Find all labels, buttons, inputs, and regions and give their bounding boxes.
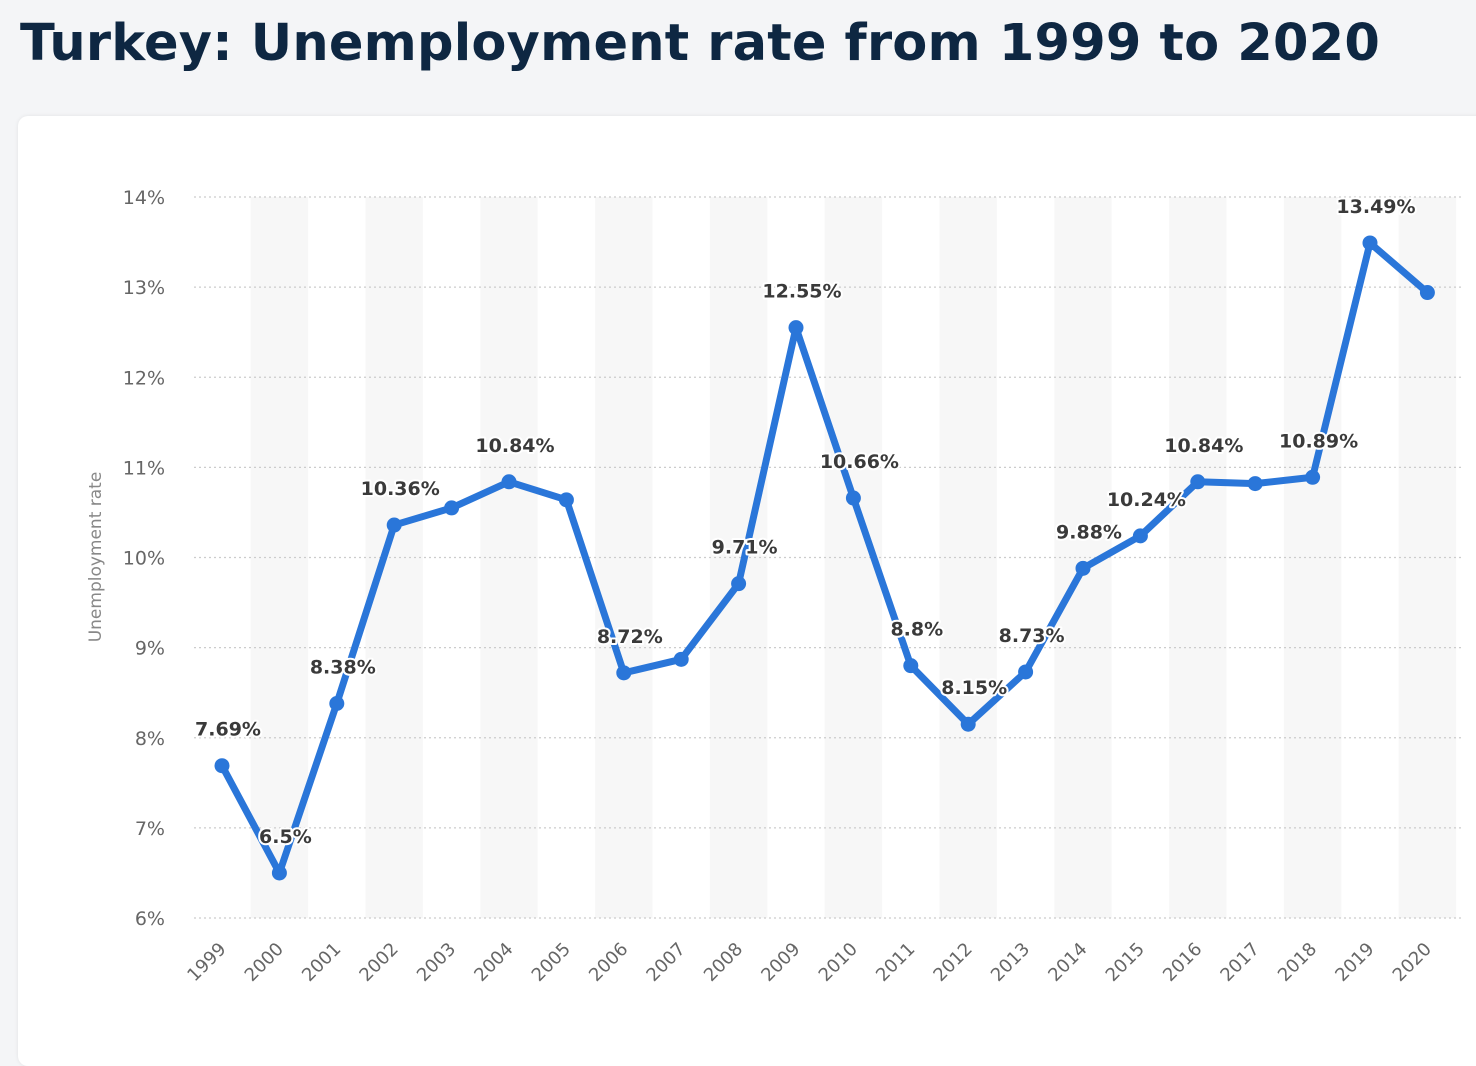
data-point[interactable] xyxy=(616,665,632,681)
x-tick-label: 2017 xyxy=(1216,939,1263,986)
data-label: 10.36% xyxy=(361,478,440,500)
data-point[interactable] xyxy=(501,474,517,490)
x-tick-label: 2003 xyxy=(413,939,460,986)
data-label: 10.84% xyxy=(1164,435,1243,457)
column-band xyxy=(1283,197,1342,918)
column-band xyxy=(1398,197,1457,918)
data-label: 8.38% xyxy=(310,657,376,679)
data-point[interactable] xyxy=(731,576,747,592)
data-point[interactable] xyxy=(558,492,574,508)
top-strip xyxy=(0,0,1476,6)
y-tick-label: 12% xyxy=(123,367,165,389)
data-points xyxy=(214,235,1435,881)
data-label: 10.89% xyxy=(1279,430,1358,452)
y-tick-label: 14% xyxy=(123,187,165,209)
x-tick-label: 2002 xyxy=(355,939,402,986)
data-point[interactable] xyxy=(271,865,287,881)
data-label: 10.24% xyxy=(1107,489,1186,511)
data-label: 7.69% xyxy=(195,719,261,741)
data-label: 8.15% xyxy=(941,677,1007,699)
gridlines xyxy=(194,196,1462,919)
y-tick-label: 9% xyxy=(135,638,165,660)
data-labels: 7.69% 6.5% 8.38% 10.36% 10.84% 8.72% 9.71% 12.5… xyxy=(193,194,1418,850)
y-axis-label: Unemployment rate xyxy=(86,472,106,643)
data-point[interactable] xyxy=(845,490,861,506)
data-point[interactable] xyxy=(1419,285,1435,301)
x-axis-ticks: 1999 2000 2001 2002 2003 2004 2005 2006 2007 2008… xyxy=(183,939,1436,986)
data-label: 8.8% xyxy=(890,619,943,641)
x-tick-label: 2018 xyxy=(1274,939,1321,986)
data-label: 12.55% xyxy=(762,281,841,303)
x-tick-label: 2020 xyxy=(1389,939,1436,986)
data-point[interactable] xyxy=(329,696,345,712)
column-band xyxy=(1169,197,1227,918)
data-point[interactable] xyxy=(903,658,919,674)
data-point[interactable] xyxy=(1132,528,1148,544)
y-tick-label: 8% xyxy=(135,728,165,750)
column-band xyxy=(595,197,653,918)
data-point[interactable] xyxy=(386,517,402,533)
x-tick-label: 2012 xyxy=(929,939,976,986)
data-label: 6.5% xyxy=(259,826,312,848)
page-title: Turkey: Unemployment rate from 1999 to 2… xyxy=(20,14,1381,73)
data-point[interactable] xyxy=(788,320,804,336)
x-tick-label: 2011 xyxy=(872,939,919,986)
x-tick-label: 2004 xyxy=(470,939,517,986)
x-tick-label: 2010 xyxy=(815,939,862,986)
y-tick-label: 6% xyxy=(135,908,165,930)
data-point[interactable] xyxy=(214,758,230,774)
series-line xyxy=(218,239,1431,877)
data-point[interactable] xyxy=(1362,235,1378,251)
x-tick-label: 2015 xyxy=(1102,939,1149,986)
data-point[interactable] xyxy=(960,716,976,732)
x-tick-label: 2009 xyxy=(757,939,804,986)
x-tick-label: 2005 xyxy=(528,939,575,986)
x-tick-label: 2000 xyxy=(241,939,288,986)
x-tick-label: 2014 xyxy=(1044,939,1091,986)
data-point[interactable] xyxy=(1305,469,1321,485)
column-band xyxy=(939,197,997,918)
data-label: 8.72% xyxy=(597,626,663,648)
data-label: 9.71% xyxy=(712,537,778,559)
x-tick-label: 2001 xyxy=(298,939,345,986)
x-tick-label: 2019 xyxy=(1331,939,1378,986)
data-label: 10.84% xyxy=(475,435,554,457)
data-point[interactable] xyxy=(444,500,460,516)
x-tick-label: 2016 xyxy=(1159,939,1206,986)
data-point[interactable] xyxy=(673,651,689,667)
x-tick-label: 2013 xyxy=(987,939,1034,986)
y-tick-label: 7% xyxy=(135,818,165,840)
data-label: 10.66% xyxy=(820,451,899,473)
y-tick-label: 10% xyxy=(123,548,165,570)
y-tick-label: 11% xyxy=(123,457,165,479)
y-axis-ticks: 6% 7% 8% 9% 10% 11% 12% 13% 14% xyxy=(123,187,165,930)
data-point[interactable] xyxy=(1018,664,1034,680)
data-point[interactable] xyxy=(1075,560,1091,576)
data-label: 13.49% xyxy=(1336,196,1415,218)
x-tick-label: 1999 xyxy=(183,939,230,986)
y-tick-label: 13% xyxy=(123,277,165,299)
x-tick-label: 2007 xyxy=(642,939,689,986)
data-point[interactable] xyxy=(1190,474,1206,490)
data-label: 8.73% xyxy=(999,625,1065,647)
data-label: 9.88% xyxy=(1056,521,1122,543)
x-tick-label: 2008 xyxy=(700,939,747,986)
data-point[interactable] xyxy=(1247,476,1263,492)
x-tick-label: 2006 xyxy=(585,939,632,986)
